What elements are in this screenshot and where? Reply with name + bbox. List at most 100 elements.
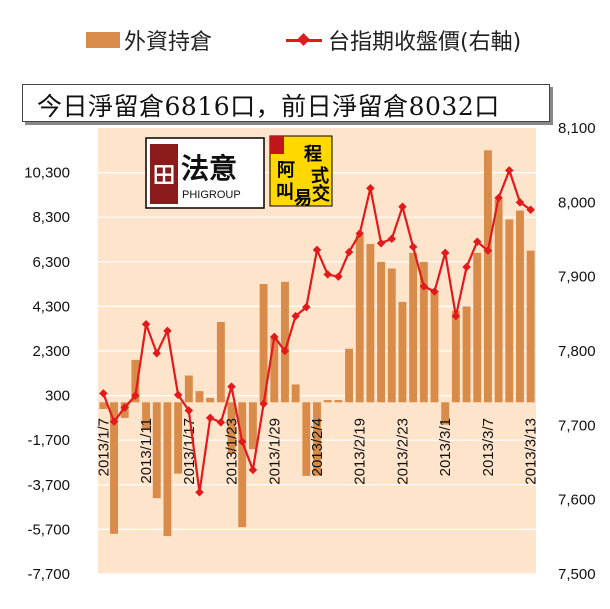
stamp-mark <box>270 136 284 154</box>
price-marker <box>205 413 215 423</box>
logo-seal <box>150 144 178 204</box>
price-marker <box>462 262 471 272</box>
x-tick-label: 2013/3/13 <box>523 418 540 485</box>
bar <box>238 402 247 528</box>
y-tick-label: 6,300 <box>32 254 70 271</box>
bar <box>227 402 236 454</box>
price-marker <box>141 319 151 329</box>
price-marker <box>195 487 204 497</box>
price-marker <box>227 382 236 391</box>
stamp-char: 叫 <box>276 182 294 203</box>
x-tick-label: 2013/3/1 <box>437 418 454 476</box>
x-tick-label: 2013/1/29 <box>266 418 283 485</box>
bar <box>334 400 343 403</box>
bar <box>184 375 193 403</box>
bar <box>195 391 204 403</box>
bar <box>526 250 535 403</box>
y-tick-label: 2,300 <box>32 343 70 360</box>
x-tick-label: 2013/1/17 <box>181 418 198 485</box>
price-marker <box>387 234 397 243</box>
bar <box>99 402 108 409</box>
legend-bar-label: 外資持倉 <box>124 30 213 55</box>
legend-bar-swatch <box>86 32 120 48</box>
legend-line-label: 台指期收盤價(右軸) <box>328 30 522 55</box>
bar <box>516 210 524 403</box>
price-marker <box>344 247 354 257</box>
price-marker <box>451 311 461 321</box>
x-tick-label: 2013/3/7 <box>480 418 497 476</box>
x-tick-label: 2013/2/23 <box>394 418 411 485</box>
price-marker <box>163 326 172 336</box>
price-marker <box>280 346 290 356</box>
bar <box>174 402 183 474</box>
price-marker <box>109 417 119 426</box>
bar <box>206 397 215 403</box>
price-marker <box>270 332 279 342</box>
bar <box>280 281 289 403</box>
price-marker <box>120 403 129 412</box>
price-marker <box>184 406 194 415</box>
price-marker <box>216 418 226 427</box>
y2-tick-label: 7,500 <box>558 566 596 583</box>
bar <box>409 252 418 403</box>
price-marker <box>483 246 493 255</box>
y2-tick-label: 8,000 <box>558 194 596 211</box>
bar <box>302 402 311 476</box>
bar <box>366 243 375 403</box>
price-marker <box>334 272 343 281</box>
y-tick-label: -5,700 <box>27 521 70 538</box>
y2-tick-label: 7,600 <box>558 492 596 509</box>
stamp-char: 式 <box>311 165 329 187</box>
bar <box>377 261 386 403</box>
y-tick-label: 4,300 <box>32 298 70 315</box>
price-marker <box>99 389 108 398</box>
price-marker <box>355 229 364 238</box>
stamp-char: 易 <box>294 188 312 209</box>
x-tick-label: 2013/2/4 <box>309 418 326 476</box>
price-marker <box>440 248 450 258</box>
y-tick-label: 300 <box>45 388 70 405</box>
x-tick-label: 2013/1/23 <box>224 418 241 485</box>
legend: 外資持倉 台指期收盤價(右軸) <box>0 22 610 55</box>
bar <box>494 199 503 403</box>
bar <box>355 235 364 403</box>
stamp-char: 交 <box>312 183 330 205</box>
stamp-char: 程 <box>304 144 322 165</box>
bar <box>291 384 300 403</box>
price-marker <box>302 302 311 312</box>
logo-sub-text: PHIGROUP <box>182 189 241 201</box>
price-marker <box>131 391 140 400</box>
price-marker <box>494 193 503 203</box>
bar <box>259 284 268 403</box>
price-marker <box>408 242 418 252</box>
y-tick-label: 10,300 <box>24 165 70 182</box>
bar <box>483 150 492 403</box>
y-tick-label: -7,700 <box>27 566 70 583</box>
y-tick-label: 8,300 <box>32 209 70 226</box>
price-marker <box>376 238 386 248</box>
bar <box>313 402 321 476</box>
bar <box>131 359 140 403</box>
bar <box>387 268 396 403</box>
bar <box>430 290 439 403</box>
logo: ⊞ 法意 PHIGROUP 程 式 阿 交 叫 易 <box>145 135 333 209</box>
bar <box>163 402 172 537</box>
price-marker <box>248 465 258 475</box>
info-box: 今日淨留倉6816口，前日淨留倉8032口 <box>22 84 550 122</box>
bar <box>473 252 482 403</box>
price-marker <box>323 270 332 279</box>
y2-tick-label: 7,700 <box>558 417 596 434</box>
y2-tick-label: 7,800 <box>558 343 596 360</box>
bar <box>462 306 471 403</box>
price-marker <box>419 282 429 291</box>
bar <box>441 402 450 425</box>
price-marker <box>291 311 300 321</box>
bar <box>216 322 225 403</box>
y2-tick-label: 8,100 <box>558 120 596 137</box>
bar <box>270 337 279 403</box>
logo-main-text: 法意 <box>181 152 237 185</box>
bar <box>451 310 460 403</box>
x-tick-label: 2013/1/7 <box>95 418 112 476</box>
x-tick-label: 2013/2/19 <box>352 418 369 485</box>
bar <box>248 402 257 450</box>
